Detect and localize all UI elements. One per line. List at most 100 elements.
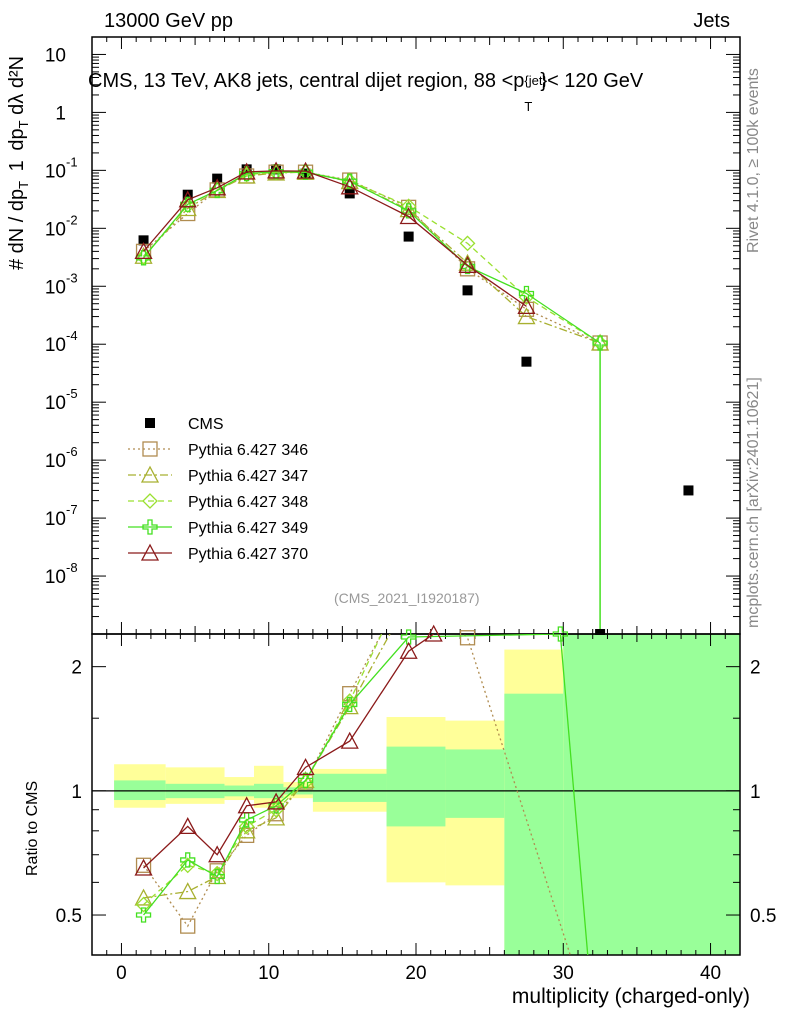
- ratio-band-inner: [563, 634, 740, 955]
- x-tick-label: 40: [700, 963, 721, 984]
- y-tick-label: 10: [45, 45, 66, 66]
- ratio-series-marker: [178, 817, 197, 835]
- y-tick-exponent: -3: [66, 270, 78, 285]
- plot-title: CMS, 13 TeV, AK8 jets, central dijet reg…: [88, 70, 644, 114]
- main-series-marker: [517, 296, 536, 315]
- cms-data-point: [403, 231, 414, 242]
- header-right: Jets: [693, 10, 730, 32]
- ratio-series-marker: [459, 630, 476, 646]
- ratio-series-marker: [209, 865, 226, 882]
- main-series-marker: [592, 335, 608, 351]
- main-series-marker: [399, 207, 418, 225]
- ratio-series-marker: [135, 857, 152, 873]
- ratio-series-marker: [180, 918, 196, 934]
- ratio-y-tick-label: 1: [71, 782, 82, 803]
- ratio-series-line: [143, 634, 435, 869]
- main-series-marker: [135, 249, 152, 265]
- cms-data-point: [182, 189, 193, 200]
- title-sub: T: [524, 99, 533, 114]
- y-tick-exponent: -2: [66, 212, 78, 227]
- ratio-series-marker: [424, 624, 443, 642]
- ratio-series-marker: [342, 696, 358, 713]
- ratio-series-marker: [340, 731, 359, 749]
- cms-data-point: [683, 485, 694, 496]
- main-series-marker: [296, 161, 315, 179]
- title-sup: {jet}: [524, 73, 547, 88]
- ratio-series-marker: [400, 629, 417, 645]
- y-tick-label: 10: [45, 509, 66, 530]
- ratio-y-tick-label: 0.5: [56, 906, 82, 927]
- y-tick-exponent: -5: [66, 386, 78, 401]
- ratio-series-line: [143, 634, 571, 955]
- legend-marker: [142, 493, 158, 509]
- ratio-series-marker: [178, 882, 197, 900]
- ratio-series-marker: [237, 796, 256, 814]
- y-tick-label: 1: [55, 103, 66, 124]
- y-tick-exponent: -6: [66, 444, 78, 459]
- main-series-marker: [208, 178, 227, 196]
- ratio-series-line: [143, 634, 589, 955]
- cms-data-point: [462, 285, 473, 296]
- x-tick-label: 0: [116, 963, 127, 984]
- ratio-band-inner: [504, 693, 564, 955]
- ratio-y-tick-label: 2: [71, 658, 82, 679]
- main-panel-frame: [91, 36, 741, 635]
- main-series-marker: [518, 285, 535, 302]
- legend-label: Pythia 6.427 348: [188, 494, 308, 511]
- main-series-line: [143, 170, 527, 307]
- ratio-series-marker: [297, 774, 314, 791]
- y-tick-exponent: -8: [66, 560, 78, 575]
- main-series-marker: [180, 196, 196, 212]
- main-series-marker: [267, 161, 286, 179]
- main-series-marker: [517, 307, 536, 325]
- ratio-y-tick-label-right: 0.5: [750, 906, 776, 927]
- y-tick-exponent: -7: [66, 502, 78, 517]
- ratio-series-marker: [267, 808, 286, 826]
- x-axis-label: multiplicity (charged-only): [511, 985, 750, 1008]
- main-series-marker: [268, 163, 284, 180]
- x-tick-label: 10: [258, 963, 279, 984]
- ratio-series-marker: [297, 772, 314, 789]
- ratio-series-line: [143, 634, 391, 899]
- ratio-series-marker: [267, 792, 286, 810]
- ratio-band-inner: [114, 780, 166, 801]
- legend-label: Pythia 6.427 349: [188, 520, 308, 537]
- y-tick-label: 10: [45, 335, 66, 356]
- legend-marker: [142, 441, 158, 457]
- ratio-band-inner: [386, 746, 446, 827]
- ratio-series-marker: [238, 818, 255, 835]
- legend-marker: [140, 465, 160, 483]
- y-tick-label: 10: [45, 567, 66, 588]
- main-series-line: [143, 170, 601, 344]
- legend-marker: [142, 519, 158, 535]
- y-tick-label: 10: [45, 393, 66, 414]
- ratio-series-marker: [208, 845, 227, 863]
- ratio-series-marker: [399, 641, 418, 659]
- ratio-y-tick-label-right: 1: [750, 782, 761, 803]
- y-tick-exponent: -4: [66, 328, 78, 343]
- main-series-line: [143, 171, 601, 344]
- ratio-series-marker: [135, 907, 152, 923]
- main-series-marker: [459, 258, 476, 275]
- y-tick-label: 10: [45, 277, 66, 298]
- title-end: }< 120 GeV: [540, 70, 644, 92]
- y-tick-label: 10: [45, 161, 66, 182]
- cms-data-point: [271, 164, 282, 175]
- y-tick-exponent: -1: [66, 154, 78, 169]
- ratio-series-marker: [180, 852, 196, 868]
- y-tick-label: 10: [45, 451, 66, 472]
- main-series-marker: [400, 198, 417, 215]
- ratio-series-marker: [552, 626, 568, 642]
- ratio-band-inner: [312, 773, 387, 802]
- main-series-marker: [458, 255, 477, 273]
- ratio-band-inner: [445, 749, 505, 818]
- ratio-series-line: [143, 634, 383, 906]
- ratio-series-marker: [134, 888, 153, 906]
- legend-label: Pythia 6.427 346: [188, 442, 308, 459]
- legend-marker-cms: [145, 418, 155, 428]
- x-tick-label: 30: [553, 963, 574, 984]
- main-series-marker: [179, 197, 196, 214]
- main-series-marker: [178, 190, 197, 208]
- ratio-series-marker: [237, 821, 256, 839]
- x-tick-label: 20: [405, 963, 426, 984]
